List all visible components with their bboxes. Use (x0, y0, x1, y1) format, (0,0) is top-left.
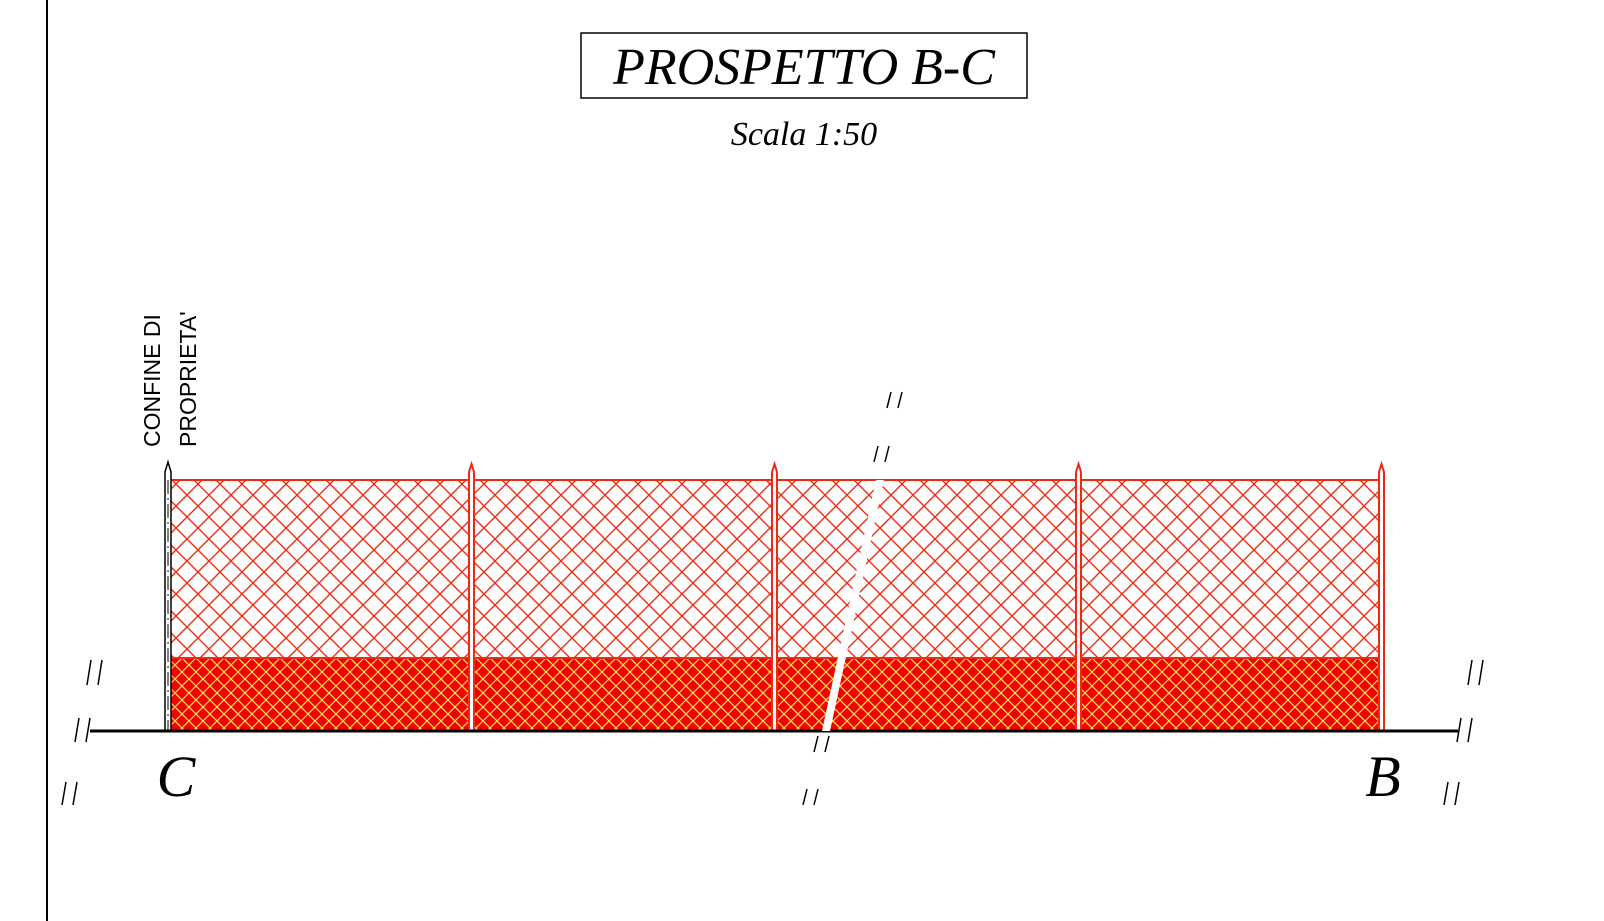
boundary-label: PROPRIETA' (175, 311, 201, 447)
post (771, 460, 778, 732)
post (1378, 460, 1385, 732)
fence (164, 459, 1385, 732)
point-label: C (157, 744, 197, 809)
break-marks (61, 391, 1484, 806)
title: PROSPETTO B-C (612, 39, 996, 96)
scale: Scala 1:50 (731, 116, 877, 153)
title-box (580, 32, 1028, 99)
boundary-label: CONFINE DI (139, 314, 165, 447)
point-label: B (1365, 744, 1400, 809)
post (468, 460, 475, 732)
post (1075, 460, 1082, 732)
break-gap (822, 480, 884, 731)
